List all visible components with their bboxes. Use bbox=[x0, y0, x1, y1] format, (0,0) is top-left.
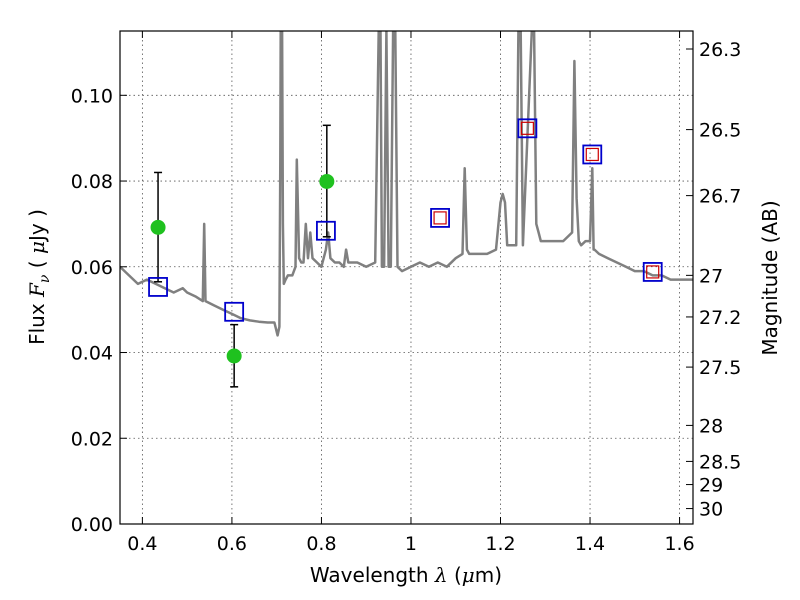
observed-red-square bbox=[646, 265, 660, 279]
y-tick-label: 0.08 bbox=[71, 171, 113, 193]
x-tick-label: 0.6 bbox=[217, 533, 247, 555]
spectrum-line bbox=[120, 31, 693, 337]
y-tick-label: 0.10 bbox=[71, 85, 113, 107]
x-axis-label: Wavelength λ (μm) bbox=[310, 563, 502, 587]
mag-tick-label: 30 bbox=[699, 499, 723, 521]
mag-tick-label: 28 bbox=[699, 415, 723, 437]
observed-point bbox=[150, 219, 166, 235]
observed-point bbox=[319, 173, 335, 189]
observed-red-square bbox=[520, 121, 534, 135]
spectrum-layer bbox=[120, 31, 693, 337]
x-tick-label: 0.8 bbox=[306, 533, 336, 555]
model-photometry-square bbox=[517, 118, 538, 139]
y2-axis-label: Magnitude (AB) bbox=[758, 200, 782, 355]
y-tick-label: 0.04 bbox=[71, 343, 113, 365]
x-tick-label: 1 bbox=[405, 533, 417, 555]
y-tick-label: 0.00 bbox=[71, 514, 113, 536]
x-tick-label: 0.4 bbox=[127, 533, 157, 555]
observed-point bbox=[226, 348, 242, 364]
x-tick-label: 1.6 bbox=[664, 533, 694, 555]
ticks-layer: 0.4 0.6 0.8 1 1.2 1.4 1.6 0.00 0.02 0.04 0.06 0.08 0… bbox=[71, 31, 741, 555]
model-photometry-square bbox=[148, 277, 168, 297]
markers-layer bbox=[148, 118, 663, 388]
x-tick-label: 1.2 bbox=[485, 533, 515, 555]
y-tick-label: 0.02 bbox=[71, 428, 113, 450]
mag-tick-label: 27.2 bbox=[699, 307, 741, 329]
observed-red-square bbox=[585, 147, 599, 162]
mag-tick-label: 26.7 bbox=[699, 186, 741, 208]
mag-tick-label: 27.5 bbox=[699, 357, 741, 379]
y-tick-label: 0.06 bbox=[71, 257, 113, 279]
mag-tick-label: 27 bbox=[699, 265, 723, 287]
x-tick-label: 1.4 bbox=[575, 533, 605, 555]
model-photometry-square bbox=[430, 208, 450, 228]
observed-red-square bbox=[433, 211, 447, 225]
model-photometry-square bbox=[224, 301, 245, 322]
mag-tick-label: 29 bbox=[699, 475, 723, 497]
mag-tick-label: 26.5 bbox=[699, 120, 741, 142]
mag-tick-label: 28.5 bbox=[699, 451, 741, 473]
y-axis-label: Flux Fν ( μJy ) bbox=[25, 209, 53, 345]
mag-tick-label: 26.3 bbox=[699, 39, 741, 61]
plot-frame bbox=[119, 30, 694, 525]
model-photometry-square bbox=[582, 144, 603, 165]
model-photometry-square bbox=[642, 262, 663, 282]
model-photometry-square bbox=[316, 220, 336, 241]
